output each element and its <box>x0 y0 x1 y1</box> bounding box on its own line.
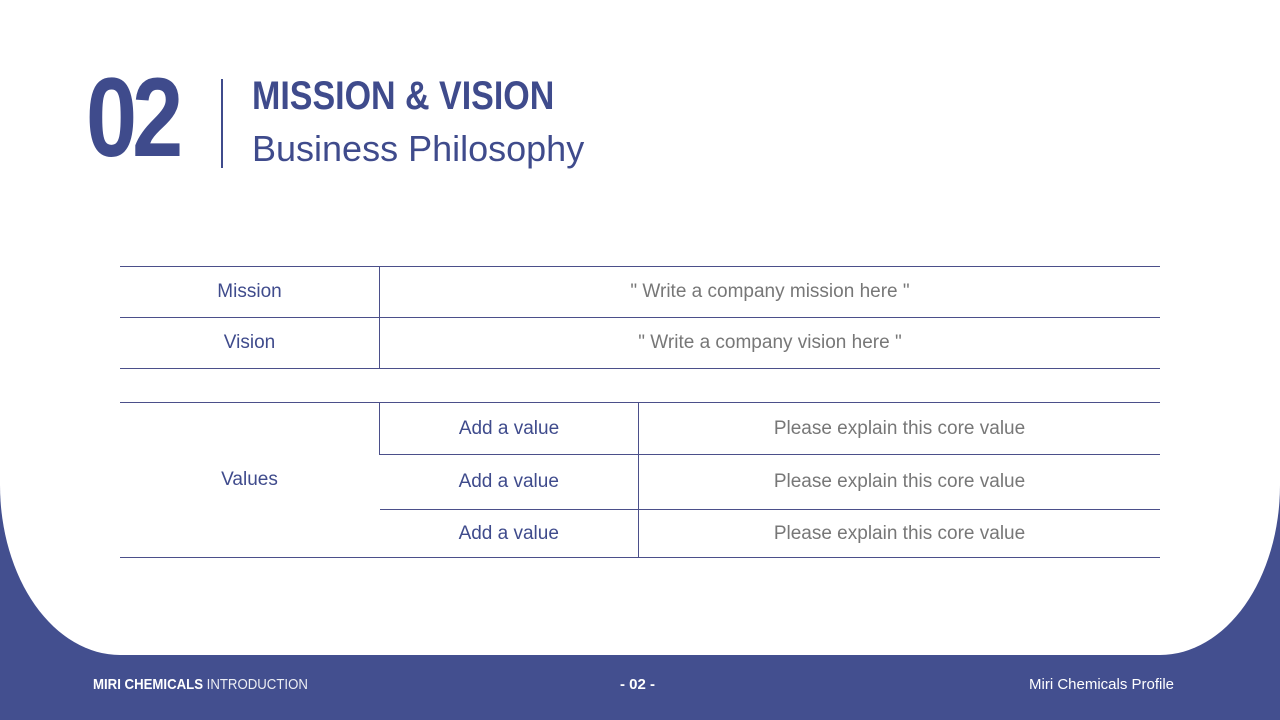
value-name: Add a value <box>379 454 639 510</box>
values-label: Values <box>120 402 380 558</box>
footer-brand-bold: MIRI CHEMICALS <box>93 676 203 693</box>
value-desc: Please explain this core value <box>638 402 1160 455</box>
table-row: Vision " Write a company vision here " <box>120 317 1160 369</box>
footer-brand-light: INTRODUCTION <box>206 676 308 693</box>
values-table: Values Add a value Please explain this c… <box>120 402 1160 558</box>
mission-text: " Write a company mission here " <box>379 266 1160 318</box>
page-title: MISSION & VISION <box>252 74 555 118</box>
footer-brand: MIRI CHEMICALS INTRODUCTION <box>93 676 308 693</box>
value-name: Add a value <box>379 402 639 455</box>
footer-right: Miri Chemicals Profile <box>1029 676 1175 693</box>
page-subtitle: Business Philosophy <box>252 128 585 169</box>
value-name: Add a value <box>379 509 639 558</box>
value-desc: Please explain this core value <box>638 509 1160 558</box>
table-row: Add a value Please explain this core val… <box>120 509 1160 558</box>
value-desc: Please explain this core value <box>638 454 1160 510</box>
table-row: Add a value Please explain this core val… <box>120 454 1160 510</box>
vision-label: Vision <box>120 317 380 369</box>
mission-vision-table: Mission " Write a company mission here "… <box>120 266 1160 369</box>
table-row: Values Add a value Please explain this c… <box>120 402 1160 558</box>
mission-label: Mission <box>120 266 380 318</box>
section-number: 02 <box>86 55 183 180</box>
vision-text: " Write a company vision here " <box>379 317 1160 369</box>
page-number: - 02 - <box>620 676 656 693</box>
divider <box>221 79 223 168</box>
table-row: Mission " Write a company mission here " <box>120 266 1160 318</box>
